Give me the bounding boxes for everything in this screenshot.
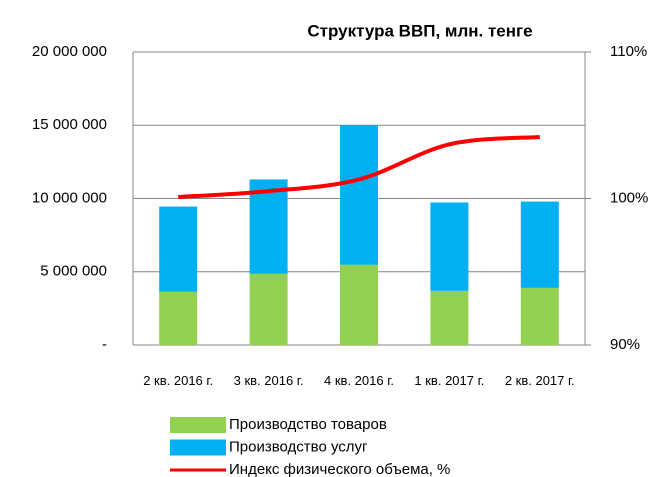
- x-tick-label: 2 кв. 2017 г.: [504, 373, 575, 388]
- bar-segment: [340, 264, 378, 345]
- bar-segment: [340, 125, 378, 265]
- y-tick-label: -: [102, 336, 107, 353]
- y-tick-label: 20 000 000: [32, 43, 107, 60]
- x-tick-label: 1 кв. 2017 г.: [414, 373, 485, 388]
- bar-segment: [520, 287, 559, 345]
- x-tick-label: 4 кв. 2016 г.: [324, 373, 394, 388]
- bar-segment: [249, 273, 288, 345]
- y2-tick-label: 90%: [610, 336, 640, 353]
- bar-segment: [520, 201, 559, 288]
- bar-segment: [249, 179, 288, 274]
- line-series: [178, 134, 540, 200]
- bar-segment: [159, 206, 198, 292]
- bar-segment: [430, 202, 469, 291]
- y2-tick-label: 110%: [610, 43, 647, 60]
- y-tick-label: 10 000 000: [32, 189, 107, 206]
- legend-label: Индекс физического объема, %: [229, 461, 450, 477]
- legend-label: Производство услуг: [229, 438, 368, 455]
- legend-swatch: [170, 417, 226, 433]
- bar-segment: [159, 291, 198, 345]
- y-tick-label: 5 000 000: [40, 263, 107, 280]
- legend-label: Производство товаров: [229, 416, 387, 433]
- chart-title: Структура ВВП, млн. тенге: [307, 21, 532, 40]
- y-tick-label: 15 000 000: [32, 116, 107, 133]
- x-tick-label: 3 кв. 2016 г.: [233, 373, 304, 388]
- x-tick-label: 2 кв. 2016 г.: [143, 373, 214, 388]
- bar-segment: [430, 290, 469, 345]
- y2-tick-label: 100%: [610, 189, 648, 206]
- legend-swatch: [170, 439, 226, 456]
